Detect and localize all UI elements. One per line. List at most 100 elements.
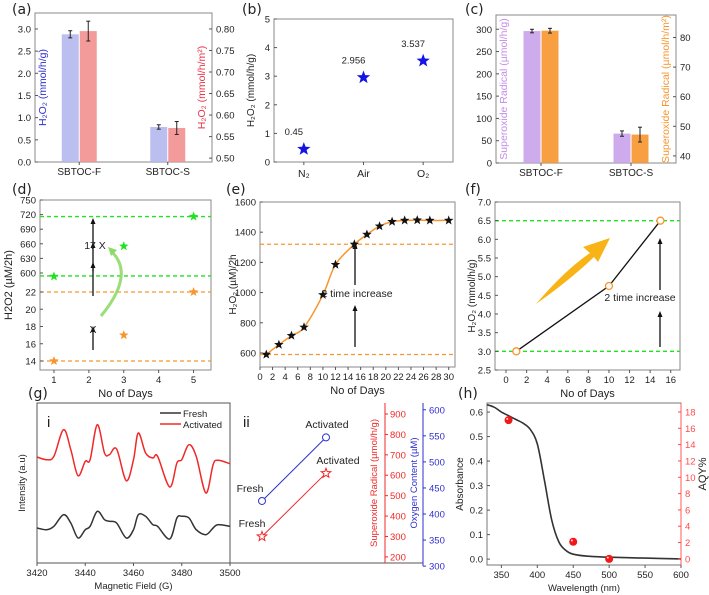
legend-label: Activated <box>183 420 222 431</box>
x-axis-label: No of Days <box>98 388 153 400</box>
point-label: Activated <box>316 455 359 467</box>
data-point-star <box>49 356 59 365</box>
data-point-star <box>387 216 397 226</box>
arrow-head <box>90 242 96 248</box>
y-right-tick-label: 80 <box>680 33 691 44</box>
y-tick-label: 2 <box>265 100 270 111</box>
panel-label: (d) <box>12 182 32 198</box>
y-axis-label: Superoxide Radical (µmol/h/g) <box>498 18 510 159</box>
panel-label: (b) <box>242 2 262 18</box>
data-point-star <box>374 221 385 231</box>
panel-label: (e) <box>226 182 246 198</box>
data-label: 2.956 <box>342 55 366 66</box>
y-tick-label: 5.0 <box>478 272 491 283</box>
y-tick-label: 4.0 <box>478 310 491 321</box>
superoxide-point <box>255 530 269 542</box>
annotation: 17 X <box>84 240 106 252</box>
sublabel: ii <box>243 414 250 431</box>
data-point-circle <box>512 347 521 356</box>
annotation: X <box>89 324 96 336</box>
y-tick-label: 0.5 <box>470 432 483 443</box>
x-tick-label: 14 <box>645 375 656 386</box>
aqy-point <box>569 537 578 546</box>
aqy-tick-label: 8 <box>685 489 690 500</box>
x-tick-label: 500 <box>601 570 617 581</box>
x-axis-label: Magnetic Field (G) <box>94 581 172 592</box>
x-tick-label: 2 <box>270 372 275 383</box>
x-tick-label: 6 <box>565 375 570 386</box>
data-point-star <box>349 239 360 249</box>
x-tick-label: 10 <box>318 372 329 383</box>
x-tick-label: 3460 <box>123 568 144 579</box>
x-tick-label: 550 <box>637 570 653 581</box>
y-left-tick-label: 0 <box>487 159 492 170</box>
y-tick-label: 1000 <box>235 288 256 299</box>
y-tick-label: 1400 <box>235 228 256 239</box>
point-label: Fresh <box>239 518 266 530</box>
blue-tick-label: 350 <box>429 536 445 547</box>
aqy-tick-label: 0 <box>685 554 690 565</box>
arrow-head <box>90 326 96 332</box>
data-point-star <box>425 215 435 225</box>
y-axis-label: Absorbance <box>455 457 466 511</box>
red-tick-label: 400 <box>390 512 406 523</box>
y-tick-label: 0.2 <box>470 506 483 517</box>
x-tick-label: 3440 <box>75 568 96 579</box>
bar <box>541 30 559 163</box>
bar <box>150 126 168 162</box>
y-axis-label: H2O2 (µM/2h) <box>3 250 15 320</box>
x-tick-label: SBTOC-F <box>519 168 563 179</box>
trend-arrow-icon <box>536 238 610 304</box>
y-tick-label: 0.3 <box>470 481 483 492</box>
y-axis-label-right: Superoxide Radical (µmol/h/m²) <box>660 15 672 163</box>
y-tick-label: 4.5 <box>478 291 491 302</box>
bar <box>61 34 79 162</box>
y-left-tick-label: 200 <box>476 69 492 80</box>
y-right-tick-label: 40 <box>680 151 691 162</box>
x-tick-label: 4 <box>156 375 161 386</box>
y-left-tick-label: 1.0 <box>18 113 31 124</box>
data-point-star <box>444 215 454 225</box>
y-tick-label: 0.1 <box>470 530 483 541</box>
panel-label: (g) <box>28 386 48 402</box>
data-point-star <box>188 211 199 221</box>
data-point-star <box>261 349 271 359</box>
plot-frame-h <box>486 402 682 566</box>
arrow-head <box>352 305 358 311</box>
x-tick-label: 0 <box>503 375 508 386</box>
aqy-tick-label: 16 <box>685 424 696 435</box>
data-point-star <box>356 70 371 84</box>
y-left-tick-label: 0.0 <box>18 158 31 169</box>
point-label: Fresh <box>237 483 264 495</box>
y-tick-label: 7.0 <box>478 198 491 209</box>
y-tick-label: 2.5 <box>478 366 491 377</box>
blue-tick-label: 450 <box>429 483 445 494</box>
superoxide-line <box>261 472 327 537</box>
y-tick-label: 20 <box>25 305 36 316</box>
x-tick-label: 14 <box>343 372 354 383</box>
data-point-star <box>188 287 199 296</box>
y-right-tick-label: 0.55 <box>216 132 235 143</box>
blue-tick-label: 300 <box>429 562 445 573</box>
red-tick-label: 900 <box>390 410 406 421</box>
red-tick-label: 300 <box>390 532 406 543</box>
y-tick-label: 22 <box>25 288 36 299</box>
x-tick-label: 20 <box>381 372 392 383</box>
y-left-tick-label: 100 <box>476 114 492 125</box>
y-tick-label: 5.5 <box>478 254 491 265</box>
y-tick-label: 4 <box>265 43 270 54</box>
y-tick-label: 690 <box>20 225 36 236</box>
y-tick-label: 800 <box>240 318 256 329</box>
oxygen-point <box>322 433 330 442</box>
series-line-activated <box>36 423 231 494</box>
y-tick-label: 18 <box>25 322 36 333</box>
x-tick-label: 16 <box>355 372 366 383</box>
aqy-tick-label: 4 <box>685 522 690 533</box>
data-point-star <box>119 330 129 340</box>
y-tick-label: 6.5 <box>478 216 491 227</box>
x-axis-label: No of Days <box>560 388 615 400</box>
plot-frame-0 <box>34 12 213 163</box>
plot-frame-d <box>39 199 212 371</box>
arrow-head <box>657 311 663 317</box>
